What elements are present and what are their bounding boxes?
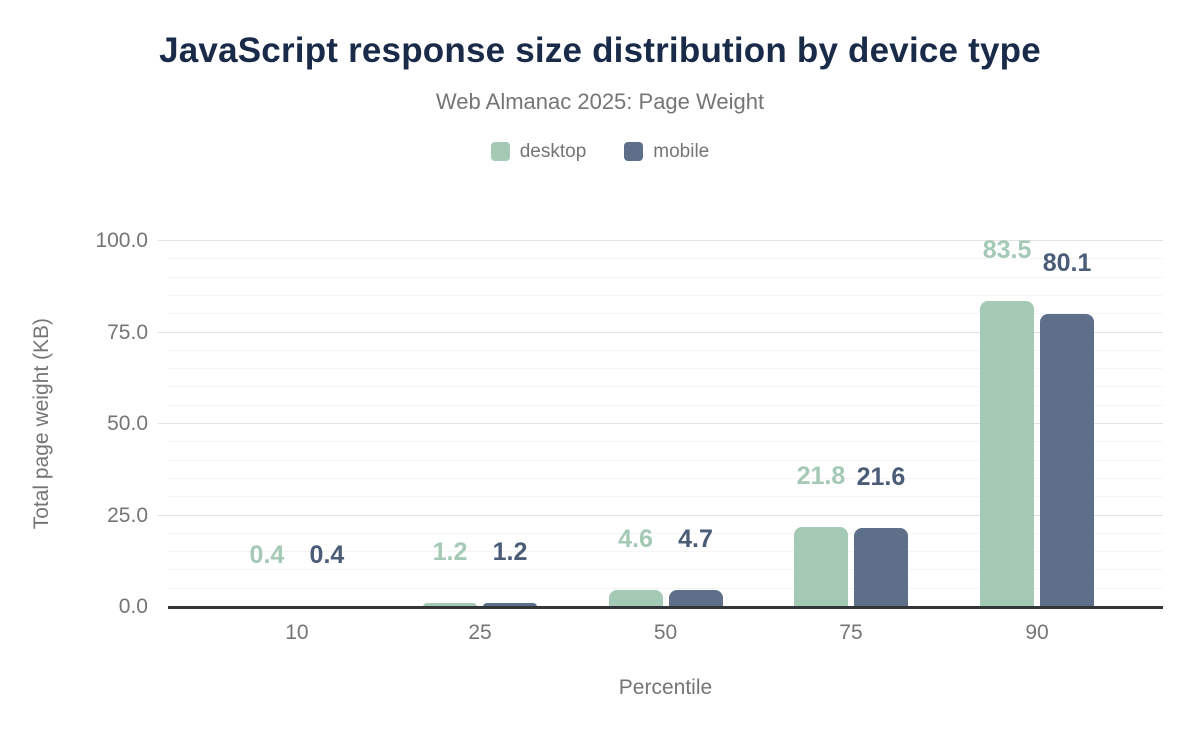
gridline-minor bbox=[168, 349, 1163, 351]
bar-wrap-mobile-p25: 1.2 bbox=[483, 539, 538, 607]
gridline-minor bbox=[168, 441, 1163, 443]
data-label-desktop-p25: 1.2 bbox=[432, 537, 468, 566]
gridline-minor bbox=[168, 551, 1163, 553]
x-tick-label-25: 25 bbox=[468, 621, 492, 644]
x-tick-label-90: 90 bbox=[1025, 621, 1049, 644]
bar-mobile-p50[interactable] bbox=[668, 589, 723, 607]
data-label-mobile-p25: 1.2 bbox=[492, 537, 528, 566]
y-tick-label: 75.0 bbox=[107, 320, 148, 344]
data-label-desktop-p75: 21.8 bbox=[796, 462, 846, 491]
legend-item-mobile[interactable]: mobile bbox=[624, 141, 709, 163]
data-label-desktop-p10: 0.4 bbox=[249, 540, 285, 569]
bar-wrap-mobile-p50: 4.7 bbox=[668, 526, 723, 607]
y-tick-label: 50.0 bbox=[107, 412, 148, 435]
gridline-major bbox=[158, 240, 1163, 241]
data-label-mobile-p90: 80.1 bbox=[1042, 248, 1092, 277]
gridline-minor bbox=[168, 258, 1163, 260]
y-tick-label: 100.0 bbox=[95, 229, 148, 252]
bar-wrap-desktop-p50: 4.6 bbox=[608, 527, 663, 607]
x-tick-label-50: 50 bbox=[653, 621, 678, 644]
legend-swatch-mobile bbox=[624, 142, 644, 162]
gridline-minor bbox=[168, 459, 1163, 461]
data-label-mobile-p75: 21.6 bbox=[856, 462, 906, 491]
y-tick-label: 0.0 bbox=[118, 595, 148, 618]
bar-wrap-mobile-p90: 80.1 bbox=[1040, 250, 1095, 607]
gridline-major bbox=[158, 423, 1163, 424]
chart-title: JavaScript response size distribution by… bbox=[159, 31, 1041, 70]
gridline-minor bbox=[168, 587, 1163, 589]
legend-swatch-desktop bbox=[490, 142, 510, 162]
bar-desktop-p25[interactable] bbox=[423, 602, 478, 607]
gridline-major bbox=[158, 331, 1163, 333]
bar-wrap-desktop-p90: 83.5 bbox=[980, 238, 1035, 607]
gridline-minor bbox=[168, 532, 1163, 534]
bar-wrap-desktop-p75: 21.8 bbox=[793, 464, 848, 607]
bar-wrap-mobile-p75: 21.6 bbox=[853, 464, 908, 607]
bar-wrap-desktop-p25: 1.2 bbox=[423, 539, 478, 607]
bar-desktop-p75[interactable] bbox=[793, 527, 848, 607]
legend: desktop mobile bbox=[0, 141, 1200, 163]
x-tick-label-75: 75 bbox=[839, 621, 863, 644]
chart-header: JavaScript response size distribution by… bbox=[0, 30, 1200, 163]
bar-mobile-p25[interactable] bbox=[483, 602, 538, 607]
gridline-minor bbox=[168, 386, 1163, 388]
bar-group-p90: 83.5 80.1 bbox=[980, 238, 1095, 607]
gridline-minor bbox=[168, 569, 1163, 571]
bar-group-p75: 21.8 21.6 bbox=[793, 464, 908, 607]
legend-item-desktop[interactable]: desktop bbox=[490, 140, 587, 163]
gridline-minor bbox=[168, 404, 1163, 406]
gridline-minor bbox=[168, 368, 1163, 370]
x-axis-line bbox=[168, 606, 1163, 609]
bar-group-p50: 4.6 4.7 bbox=[608, 526, 723, 607]
chart-subtitle: Web Almanac 2025: Page Weight bbox=[435, 88, 765, 114]
legend-label-desktop: desktop bbox=[519, 140, 587, 162]
gridline-minor bbox=[168, 294, 1163, 296]
gridline-minor bbox=[168, 276, 1163, 278]
bar-group-p25: 1.2 1.2 bbox=[423, 539, 538, 607]
data-label-desktop-p50: 4.6 bbox=[618, 525, 653, 554]
data-label-mobile-p50: 4.7 bbox=[678, 524, 713, 553]
bar-mobile-p90[interactable] bbox=[1040, 313, 1095, 607]
bar-desktop-p50[interactable] bbox=[608, 590, 663, 607]
bar-desktop-p90[interactable] bbox=[980, 301, 1035, 607]
x-tick-label-10: 10 bbox=[285, 621, 309, 644]
gridline-minor bbox=[168, 496, 1163, 498]
gridline-minor bbox=[168, 477, 1163, 479]
gridline-major bbox=[158, 514, 1163, 516]
bar-mobile-p75[interactable] bbox=[853, 527, 908, 607]
legend-label-mobile: mobile bbox=[653, 140, 710, 162]
y-tick-label: 25.0 bbox=[107, 503, 148, 527]
x-axis-title: Percentile bbox=[618, 676, 713, 699]
y-axis-ticks: 0.0 25.0 50.0 75.0 100.0 bbox=[0, 230, 148, 618]
data-label-desktop-p90: 83.5 bbox=[982, 236, 1032, 265]
plot-area: 0.4 0.4 10 1.2 1.2 25 4.6 4.7 50 21.8 21.6 75 83.5 80… bbox=[158, 238, 1163, 644]
data-label-mobile-p10: 0.4 bbox=[309, 540, 345, 569]
gridline-minor bbox=[168, 313, 1163, 315]
